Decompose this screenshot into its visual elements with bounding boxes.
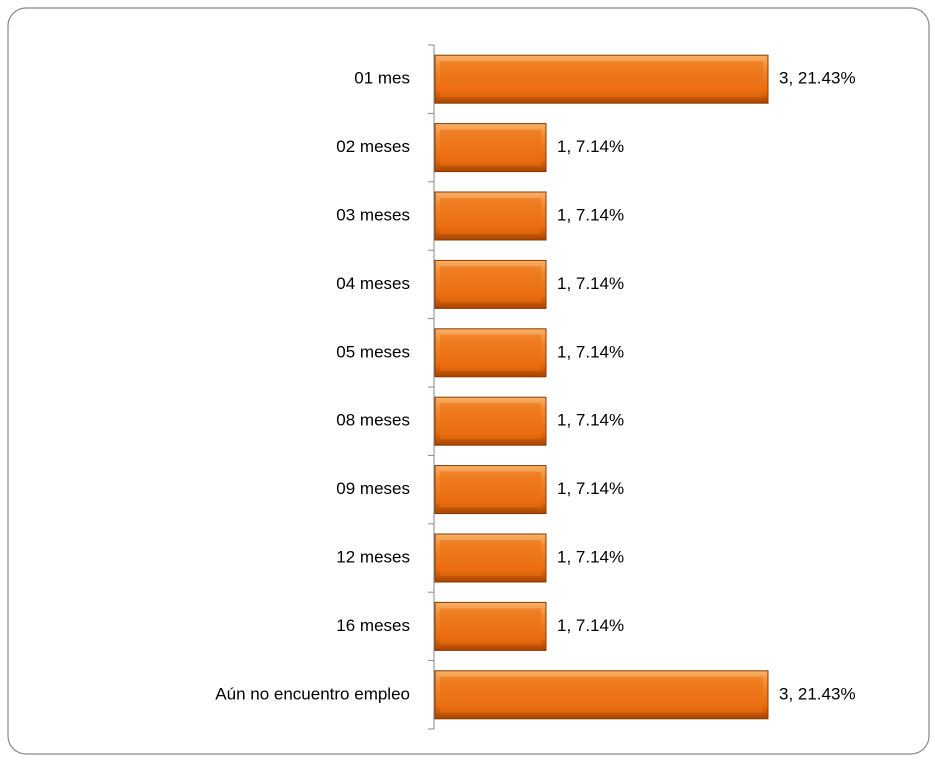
- data-label: 1, 7.14%: [557, 274, 624, 293]
- bar-bevel: [440, 608, 541, 645]
- y-tick-label: 03 meses: [336, 205, 410, 224]
- data-label: 3, 21.43%: [779, 69, 856, 88]
- data-label: 1, 7.14%: [557, 479, 624, 498]
- data-label: 1, 7.14%: [557, 137, 624, 156]
- data-label: 1, 7.14%: [557, 547, 624, 566]
- y-tick-label: 16 meses: [336, 616, 410, 635]
- bar-bevel: [440, 61, 763, 98]
- bar-bevel: [440, 334, 541, 371]
- bar-bevel: [440, 676, 763, 713]
- data-label: 3, 21.43%: [779, 684, 856, 703]
- chart-frame: [7, 7, 930, 755]
- data-label: 1, 7.14%: [557, 342, 624, 361]
- y-tick-label: 01 mes: [354, 69, 410, 88]
- y-tick-label: 04 meses: [336, 274, 410, 293]
- data-label: 1, 7.14%: [557, 205, 624, 224]
- bar-bevel: [440, 266, 541, 303]
- data-label: 1, 7.14%: [557, 616, 624, 635]
- bar-bevel: [440, 471, 541, 508]
- y-tick-label: 12 meses: [336, 547, 410, 566]
- y-tick-label: Aún no encuentro empleo: [215, 684, 410, 703]
- y-tick-label: 05 meses: [336, 342, 410, 361]
- y-tick-label: 02 meses: [336, 137, 410, 156]
- bar-bevel: [440, 129, 541, 166]
- bar-bevel: [440, 540, 541, 576]
- y-tick-label: 08 meses: [336, 411, 410, 430]
- bar-bevel: [440, 403, 541, 440]
- y-tick-label: 09 meses: [336, 479, 410, 498]
- bar-bevel: [440, 198, 541, 234]
- data-label: 1, 7.14%: [557, 411, 624, 430]
